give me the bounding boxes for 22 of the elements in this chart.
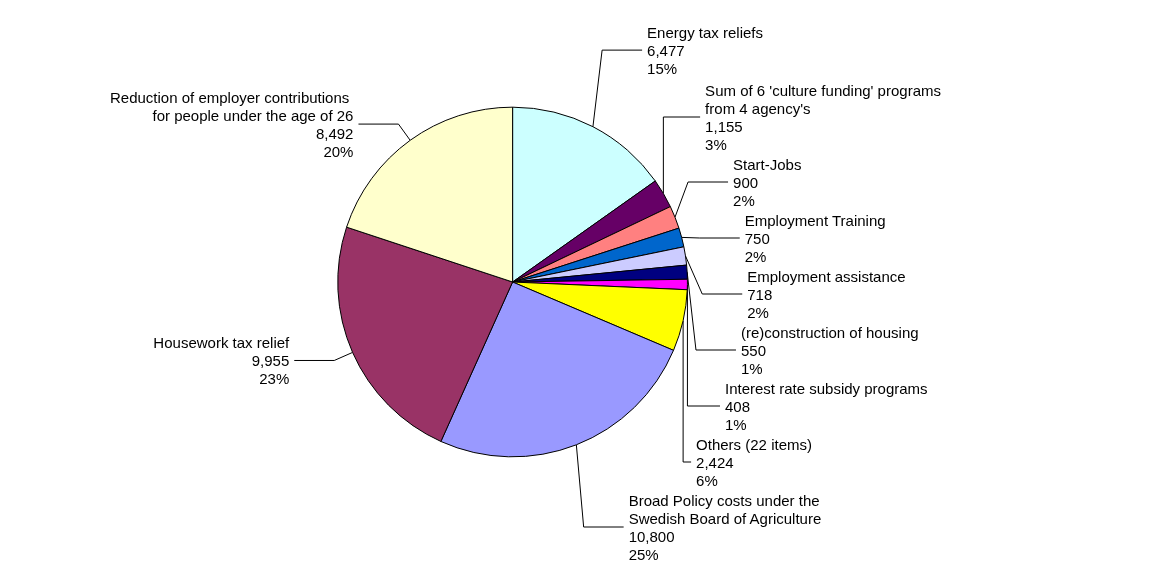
data-label: 2,424 6% [696,453,734,489]
slice-label: Interest rate subsidy programs [724,379,928,397]
slice-label: Broad Policy costs under the Swedish Board of Agriculture [628,491,824,527]
slice-label: Reduction of employer contributions for people under the age of 26 [110,88,354,124]
data-label: 750 2% [744,229,770,265]
slice-label: Employment Training [744,211,886,229]
slice-label: Start-Jobs [733,155,802,173]
slice-label: Housework tax relief [153,333,291,351]
slice-label: Energy tax reliefs [647,23,763,41]
data-label: 10,800 25% [628,527,675,563]
slice-label: Employment assistance [747,267,906,285]
data-label: 408 1% [724,397,751,433]
slice-label: (re)construction of housing [740,323,919,341]
data-label: 9,955 23% [251,351,290,387]
data-label: 900 2% [733,173,759,209]
data-label: 718 2% [747,285,773,321]
slice-label: Sum of 6 'culture funding' programs from 4 agency's [705,81,946,117]
data-label: 550 1% [740,341,766,377]
slice-label: Others (22 items) [696,435,812,453]
data-label: 6,477 15% [647,41,685,77]
data-label: 8,492 20% [315,124,354,160]
data-label: 1,155 3% [705,117,743,153]
